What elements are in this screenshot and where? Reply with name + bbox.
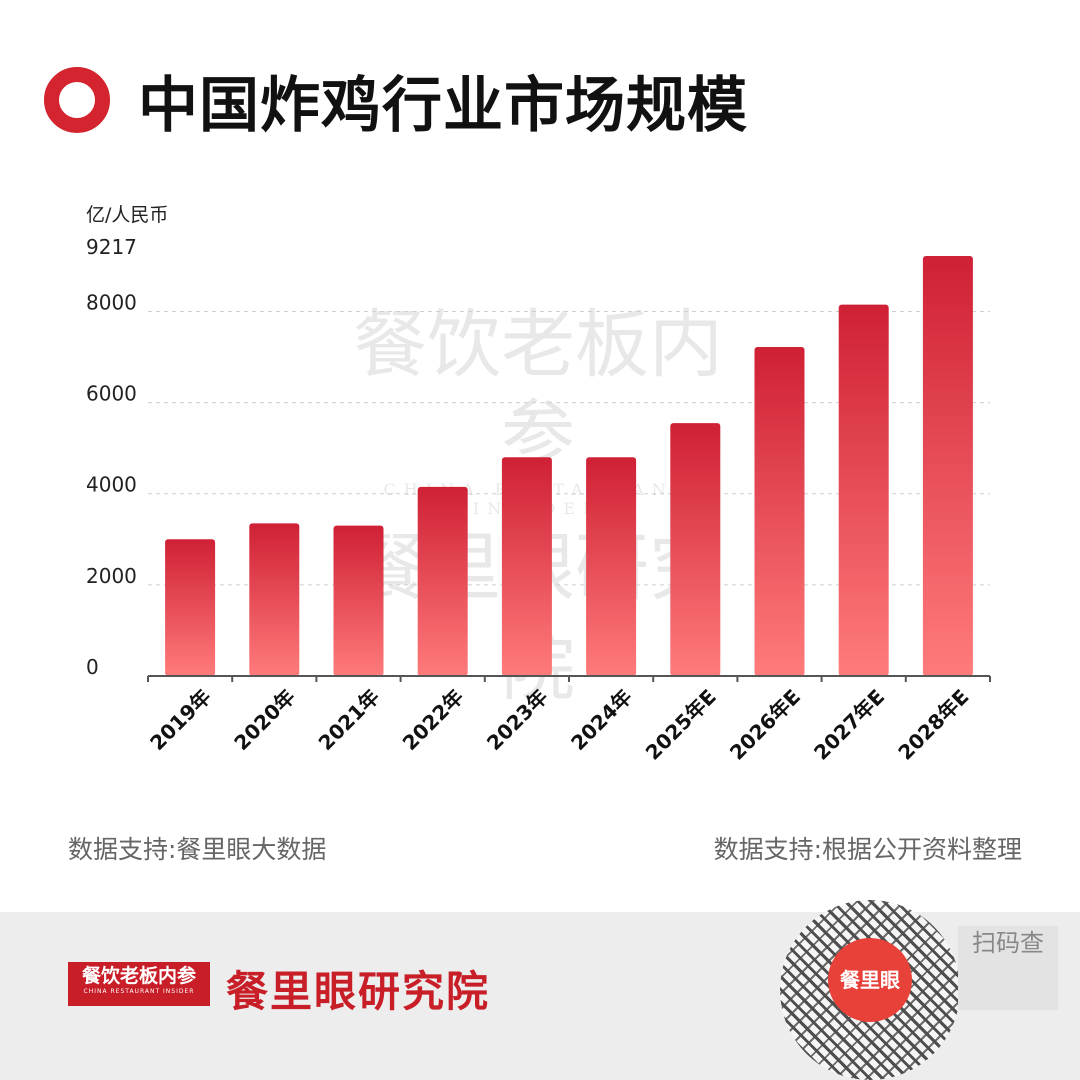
x-tick-label: 2026年E — [725, 685, 805, 765]
title-row: 中国炸鸡行业市场规模 — [44, 60, 748, 141]
footer-logo: 餐饮老板内参 CHINA RESTAURANT INSIDER — [68, 962, 210, 1006]
x-tick-label: 2028年E — [893, 685, 973, 765]
x-tick-label: 2022年 — [398, 685, 468, 755]
bar-2020年 — [249, 523, 300, 676]
y-tick-labels: 0 2000 4000 6000 8000 9217 — [86, 235, 137, 679]
y-tick-label: 9217 — [86, 235, 137, 259]
qr-center-badge: 餐里眼 — [828, 938, 912, 1022]
bar-2025年E — [670, 423, 721, 676]
footer-logo-sub: CHINA RESTAURANT INSIDER — [83, 988, 195, 995]
bar-2028年E — [922, 256, 973, 676]
bar-2023年 — [501, 457, 552, 676]
bar-2019年 — [165, 539, 216, 676]
x-tick-label: 2021年 — [314, 685, 384, 755]
y-tick-label: 4000 — [86, 473, 137, 497]
x-tick-label: 2027年E — [809, 685, 889, 765]
x-tick-label: 2024年 — [566, 685, 636, 755]
bar-2021年 — [333, 525, 384, 676]
x-tick-label: 2020年 — [229, 685, 299, 755]
scan-hint: 扫码查 — [958, 926, 1058, 1010]
source-note-left: 数据支持:餐里眼大数据 — [68, 835, 327, 864]
x-tick-label: 2023年 — [482, 685, 552, 755]
y-tick-label: 2000 — [86, 564, 137, 588]
y-tick-label: 0 — [86, 655, 99, 679]
bar-2022年 — [417, 486, 468, 676]
y-tick-label: 8000 — [86, 290, 137, 314]
x-tick-label: 2019年 — [145, 685, 215, 755]
bar-2024年 — [586, 457, 637, 676]
x-tick-label: 2025年E — [641, 685, 721, 765]
footer-logo-main: 餐饮老板内参 — [81, 965, 196, 987]
chart-card: 中国炸鸡行业市场规模 亿/人民币 餐饮老板内参 CHINA RESTAURANT… — [0, 0, 1080, 912]
footer-brand: 餐里眼研究院 — [226, 967, 491, 1016]
bars — [165, 256, 973, 676]
bar-2027年E — [838, 304, 889, 676]
x-tick-labels: 2019年 2020年 2021年 2022年 2023年 2024年 2025年E 2026… — [145, 685, 973, 765]
source-note-right: 数据支持:根据公开资料整理 — [713, 835, 1022, 864]
y-axis-unit-label: 亿/人民币 — [86, 204, 169, 226]
x-axis — [147, 675, 991, 682]
bar-2026年E — [754, 346, 805, 676]
y-tick-label: 6000 — [86, 382, 137, 406]
chart-title: 中国炸鸡行业市场规模 — [138, 70, 748, 141]
